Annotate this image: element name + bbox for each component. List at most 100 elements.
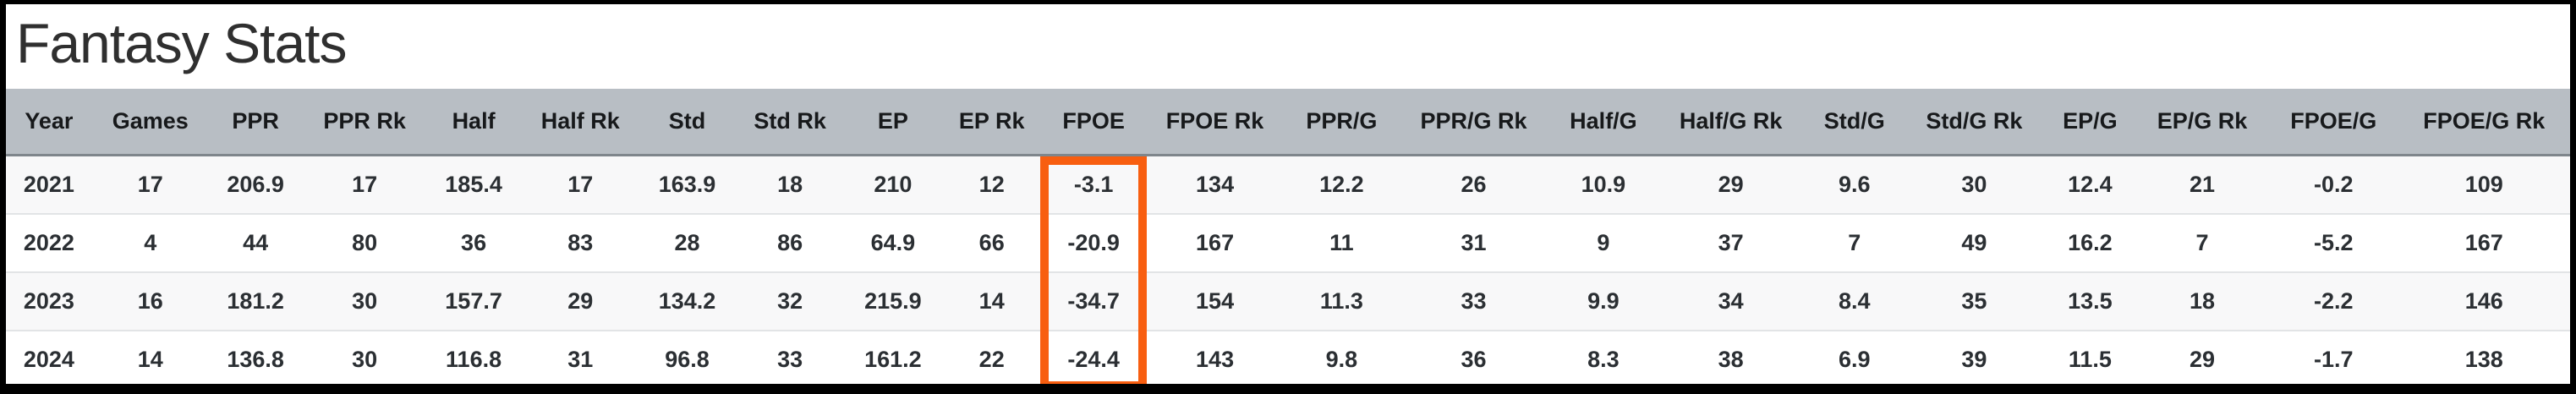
- table-cell: -20.9: [1044, 214, 1144, 273]
- table-cell: 8.3: [1550, 331, 1657, 384]
- table-cell: 14: [940, 272, 1044, 331]
- table-cell: 36: [426, 214, 521, 273]
- table-cell: -1.7: [2268, 331, 2398, 384]
- column-header-ppr-g-rk[interactable]: PPR/G Rk: [1396, 89, 1551, 156]
- table-row: 2022 4 44 80 36 83 28 86 64.9 66 -20.9 167 11 31 9 37 7 4…: [6, 214, 2570, 273]
- column-header-half-rk[interactable]: Half Rk: [520, 89, 641, 156]
- table-cell: 7: [1805, 214, 1904, 273]
- table-body: 2021 17 206.9 17 185.4 17 163.9 18 210 12 -3.1 134 1…: [6, 155, 2570, 384]
- table-cell: 30: [302, 272, 427, 331]
- table-cell: -5.2: [2268, 214, 2398, 273]
- column-header-ppr[interactable]: PPR: [208, 89, 303, 156]
- table-cell: 34: [1656, 272, 1806, 331]
- table-cell: 9: [1550, 214, 1657, 273]
- table-cell: 13.5: [2044, 272, 2135, 331]
- column-header-year[interactable]: Year: [6, 89, 92, 156]
- table-cell: 138: [2398, 331, 2570, 384]
- column-header-fpoe-g[interactable]: FPOE/G: [2268, 89, 2398, 156]
- table-cell: -0.2: [2268, 155, 2398, 215]
- table-header-row: Year Games PPR PPR Rk Half Half Rk Std Std Rk EP…: [6, 89, 2570, 156]
- table-cell: 185.4: [426, 155, 521, 215]
- column-header-ppr-rk[interactable]: PPR Rk: [302, 89, 427, 156]
- table-cell: 17: [302, 155, 427, 215]
- column-header-ep[interactable]: EP: [846, 89, 940, 156]
- table-cell: 18: [733, 155, 847, 215]
- table-cell: 161.2: [846, 331, 940, 384]
- table-cell: -24.4: [1044, 331, 1144, 384]
- column-header-ep-rk[interactable]: EP Rk: [940, 89, 1044, 156]
- table-cell: 9.8: [1285, 331, 1397, 384]
- table-cell: 210: [846, 155, 940, 215]
- table-cell: 64.9: [846, 214, 940, 273]
- table-cell: 11.5: [2044, 331, 2135, 384]
- column-header-ep-g-rk[interactable]: EP/G Rk: [2135, 89, 2269, 156]
- table-cell: 16.2: [2044, 214, 2135, 273]
- table-cell: 16: [91, 272, 209, 331]
- column-header-ppr-g[interactable]: PPR/G: [1285, 89, 1397, 156]
- table-cell: 2022: [6, 214, 92, 273]
- table-cell: 30: [1903, 155, 2045, 215]
- table-cell: 206.9: [208, 155, 303, 215]
- table-cell: 2023: [6, 272, 92, 331]
- table-cell: 38: [1656, 331, 1806, 384]
- table-cell: 9.6: [1805, 155, 1904, 215]
- column-header-fpoe[interactable]: FPOE: [1044, 89, 1144, 156]
- table-cell: -3.1: [1044, 155, 1144, 215]
- table-row: 2023 16 181.2 30 157.7 29 134.2 32 215.9 14 -34.7 1…: [6, 272, 2570, 331]
- column-header-fpoe-g-rk[interactable]: FPOE/G Rk: [2398, 89, 2570, 156]
- column-header-std-rk[interactable]: Std Rk: [733, 89, 847, 156]
- column-header-fpoe-rk[interactable]: FPOE Rk: [1143, 89, 1286, 156]
- table-cell: 109: [2398, 155, 2570, 215]
- table-cell: 12: [940, 155, 1044, 215]
- table-row: 2024 14 136.8 30 116.8 31 96.8 33 161.2 22 -24.4 14…: [6, 331, 2570, 384]
- column-header-half-g[interactable]: Half/G: [1550, 89, 1657, 156]
- column-header-ep-g[interactable]: EP/G: [2044, 89, 2135, 156]
- table-cell: 86: [733, 214, 847, 273]
- page-title: Fantasy Stats: [16, 12, 348, 74]
- table-cell: 66: [940, 214, 1044, 273]
- table-cell: 12.4: [2044, 155, 2135, 215]
- table-cell: 134: [1143, 155, 1286, 215]
- column-header-std-g-rk[interactable]: Std/G Rk: [1903, 89, 2045, 156]
- table-cell: 17: [91, 155, 209, 215]
- fantasy-stats-table: Year Games PPR PPR Rk Half Half Rk Std Std Rk EP…: [6, 89, 2570, 384]
- table-cell: 80: [302, 214, 427, 273]
- table-cell: 39: [1903, 331, 2045, 384]
- table-cell: -34.7: [1044, 272, 1144, 331]
- table-cell: 136.8: [208, 331, 303, 384]
- table-cell: 36: [1396, 331, 1551, 384]
- table-cell: 8.4: [1805, 272, 1904, 331]
- table-cell: 2021: [6, 155, 92, 215]
- column-header-half[interactable]: Half: [426, 89, 521, 156]
- table-cell: 83: [520, 214, 641, 273]
- table-cell: 11.3: [1285, 272, 1397, 331]
- table-cell: 35: [1903, 272, 2045, 331]
- table-cell: 143: [1143, 331, 1286, 384]
- table-cell: 31: [1396, 214, 1551, 273]
- table-cell: 9.9: [1550, 272, 1657, 331]
- column-header-games[interactable]: Games: [91, 89, 209, 156]
- table-cell: 28: [640, 214, 734, 273]
- column-header-half-g-rk[interactable]: Half/G Rk: [1656, 89, 1806, 156]
- table-cell: 215.9: [846, 272, 940, 331]
- column-header-std[interactable]: Std: [640, 89, 734, 156]
- table-cell: 7: [2135, 214, 2269, 273]
- table-cell: 167: [2398, 214, 2570, 273]
- table-cell: 154: [1143, 272, 1286, 331]
- table-cell: 96.8: [640, 331, 734, 384]
- table-cell: -2.2: [2268, 272, 2398, 331]
- table-cell: 31: [520, 331, 641, 384]
- table-cell: 14: [91, 331, 209, 384]
- table-cell: 157.7: [426, 272, 521, 331]
- table-cell: 30: [302, 331, 427, 384]
- table-cell: 146: [2398, 272, 2570, 331]
- table-cell: 10.9: [1550, 155, 1657, 215]
- table-cell: 32: [733, 272, 847, 331]
- table-cell: 134.2: [640, 272, 734, 331]
- table-cell: 21: [2135, 155, 2269, 215]
- table-row: 2021 17 206.9 17 185.4 17 163.9 18 210 12 -3.1 134 1…: [6, 155, 2570, 215]
- table-header: Year Games PPR PPR Rk Half Half Rk Std Std Rk EP…: [6, 89, 2570, 156]
- table-cell: 18: [2135, 272, 2269, 331]
- column-header-std-g[interactable]: Std/G: [1805, 89, 1904, 156]
